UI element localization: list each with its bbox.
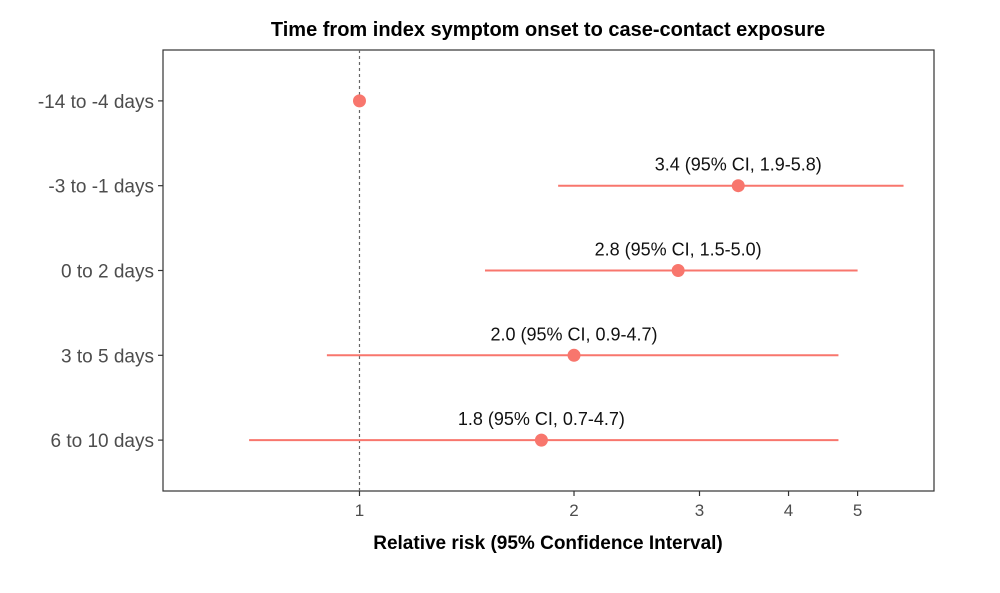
y-tick-label: 3 to 5 days bbox=[61, 346, 154, 367]
x-tick-label: 4 bbox=[784, 501, 793, 520]
x-tick-label: 2 bbox=[569, 501, 578, 520]
estimate-point bbox=[567, 348, 581, 362]
estimate-point bbox=[671, 264, 685, 277]
estimate-point bbox=[534, 433, 548, 447]
y-tick-label: 6 to 10 days bbox=[50, 431, 154, 452]
data-label: 1.8 (95% CI, 0.7-4.7) bbox=[458, 409, 625, 429]
y-tick-label: -3 to -1 days bbox=[48, 177, 154, 198]
x-tick-label: 3 bbox=[695, 501, 704, 520]
data-marks: 3.4 (95% CI, 1.9-5.8) 2.8 (95% CI, 1.5-5.… bbox=[249, 94, 904, 447]
data-label: 3.4 (95% CI, 1.9-5.8) bbox=[655, 155, 822, 175]
chart-title: Time from index symptom onset to case-co… bbox=[271, 19, 825, 41]
y-axis: -14 to -4 days -3 to -1 days 0 to 2 days 3 … bbox=[38, 92, 163, 452]
data-label: 2.8 (95% CI, 1.5-5.0) bbox=[595, 240, 762, 260]
x-axis: 1 2 3 4 5 bbox=[355, 491, 862, 520]
x-tick-label: 1 bbox=[355, 501, 364, 520]
data-label: 2.0 (95% CI, 0.9-4.7) bbox=[490, 324, 657, 344]
estimate-point bbox=[352, 94, 366, 108]
x-tick-label: 5 bbox=[853, 501, 862, 520]
y-tick-label: 0 to 2 days bbox=[61, 262, 154, 283]
estimate-point bbox=[731, 179, 745, 193]
y-tick-label: -14 to -4 days bbox=[38, 92, 154, 113]
x-axis-label: Relative risk (95% Confidence Interval) bbox=[373, 533, 723, 554]
